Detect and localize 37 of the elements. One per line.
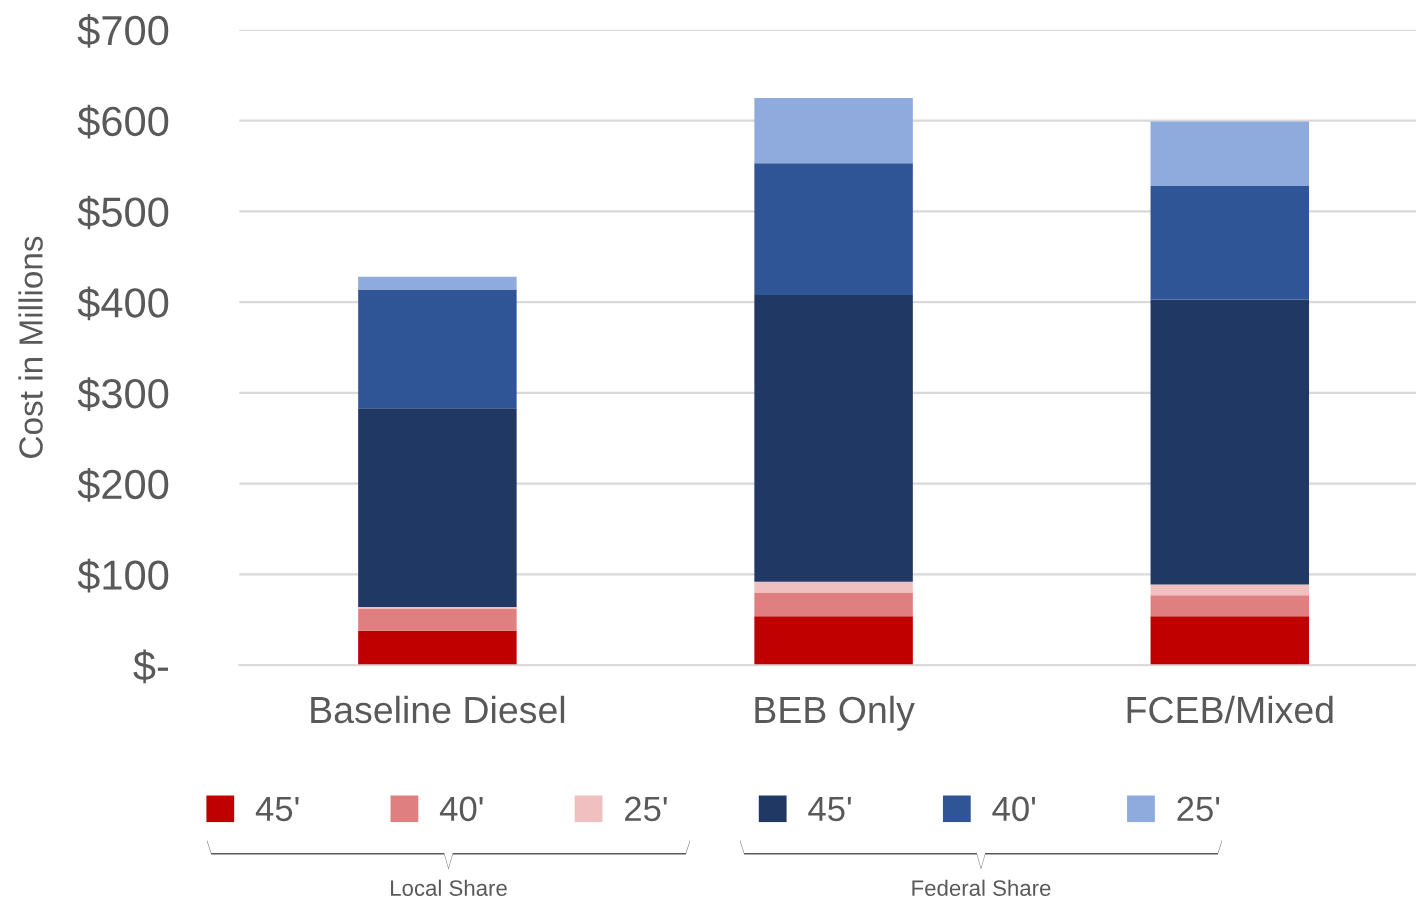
y-axis-title: Cost in Millions <box>18 236 43 458</box>
y-tick-label: $600 <box>77 104 169 139</box>
bar <box>358 276 517 290</box>
y-tick-label: $200 <box>77 467 169 502</box>
bar <box>1150 616 1310 666</box>
bar <box>358 408 517 608</box>
bar <box>1150 121 1310 186</box>
text: Federal Share <box>912 879 1051 896</box>
x-tick-label: FCEB/Mixed <box>1127 695 1333 724</box>
y-tick-label: $300 <box>77 377 169 411</box>
bar <box>1150 185 1310 300</box>
bar <box>358 608 517 631</box>
text: Local Share <box>391 879 507 896</box>
bar <box>358 630 517 666</box>
bar <box>1150 595 1310 617</box>
bar <box>754 581 913 593</box>
bar <box>1150 584 1310 596</box>
y-tick-label: $700 <box>77 14 169 48</box>
y-tick-label: $- <box>133 649 169 684</box>
bar <box>754 97 913 164</box>
legend-label: 45' <box>255 796 299 822</box>
bar <box>754 616 913 666</box>
bar <box>358 289 517 409</box>
bar <box>754 294 913 582</box>
legend-label: 40' <box>439 796 483 822</box>
x-tick-label: BEB Only <box>755 695 915 731</box>
legend-label: 25' <box>1177 796 1220 822</box>
legend-label: 25' <box>625 796 667 822</box>
bar <box>1150 299 1310 585</box>
bar <box>754 592 913 617</box>
legend-label: 40' <box>992 796 1036 822</box>
legend-label: 45' <box>808 796 851 822</box>
x-tick-label: Baseline Diesel <box>311 695 565 724</box>
y-tick-label: $100 <box>77 558 169 593</box>
bar <box>754 163 913 295</box>
y-tick-label: $400 <box>77 286 169 321</box>
y-tick-label: $500 <box>77 195 169 230</box>
